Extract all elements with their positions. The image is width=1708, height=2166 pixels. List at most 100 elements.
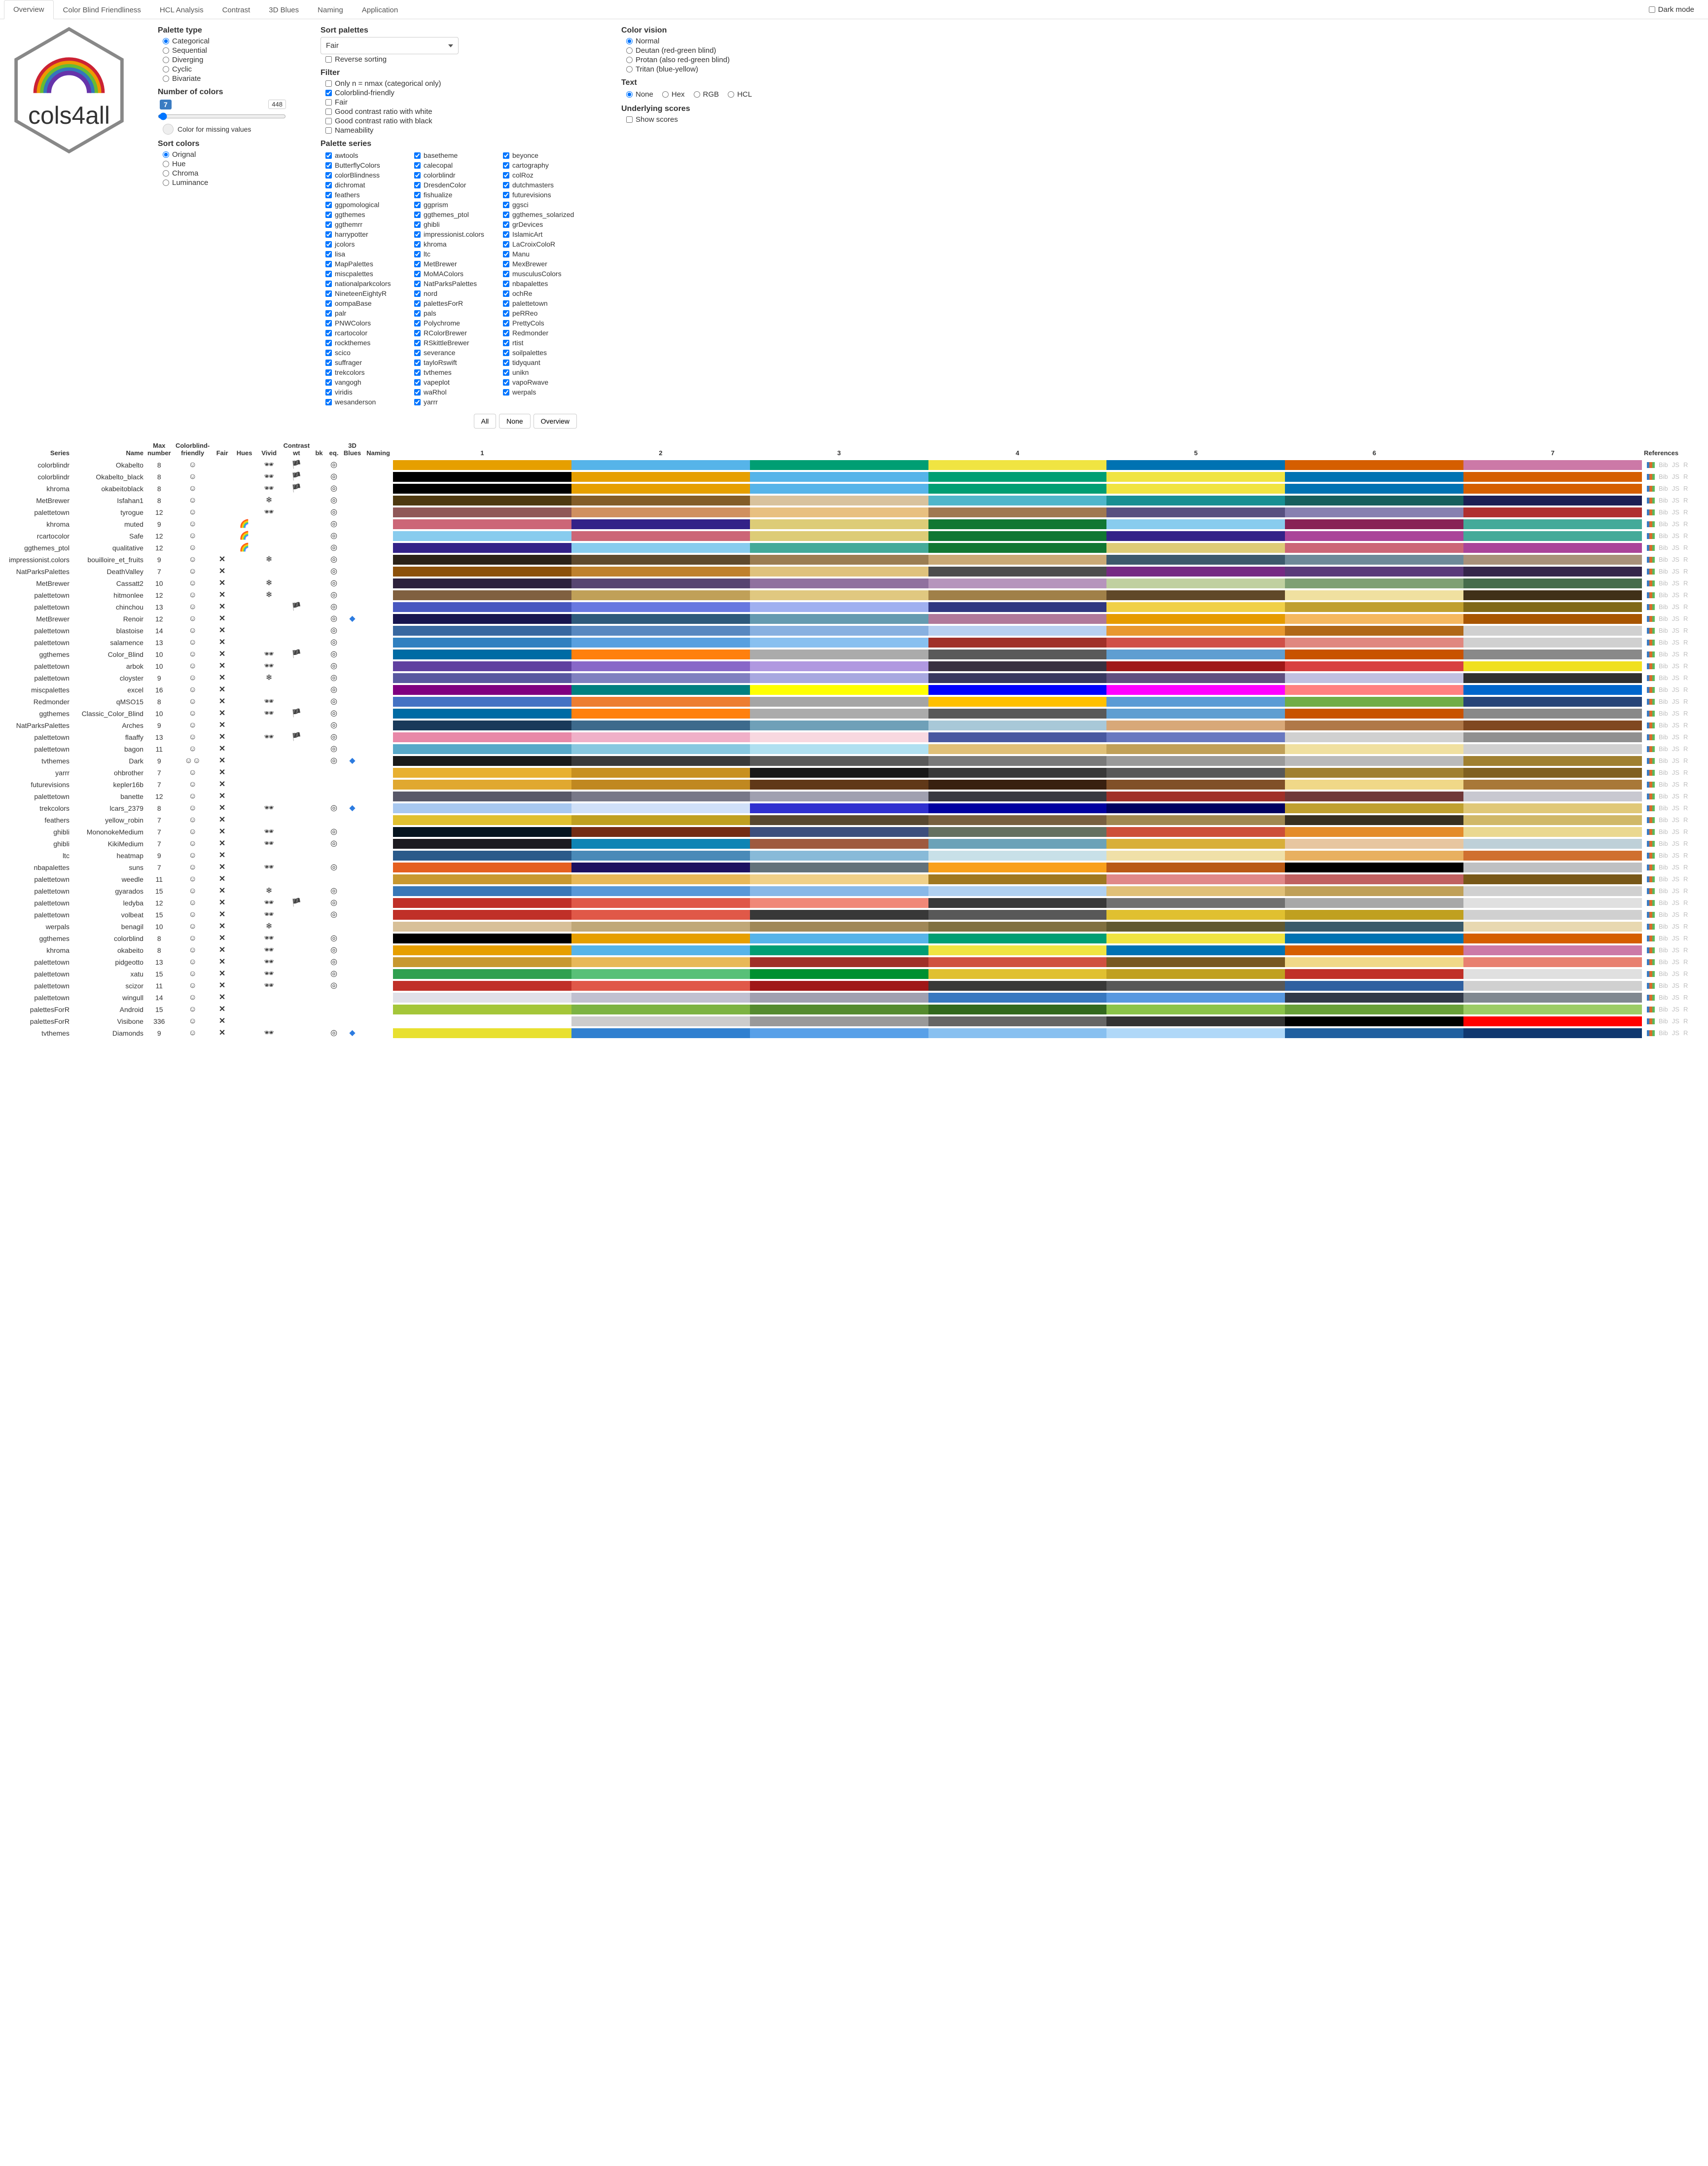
ref-link-r[interactable]: R <box>1683 887 1688 895</box>
swatch-cell[interactable] <box>1285 625 1463 637</box>
swatch-cell[interactable] <box>1106 542 1285 554</box>
swatch-cell[interactable] <box>1285 554 1463 566</box>
swatch-cell[interactable] <box>1463 731 1642 743</box>
swatch-cell[interactable] <box>1463 921 1642 933</box>
swatch-cell[interactable] <box>571 1027 750 1039</box>
ref-palette-icon[interactable] <box>1647 865 1655 870</box>
table-row[interactable]: palettetownbagon11☺✕◎BibJSR <box>7 743 1701 755</box>
swatch-cell[interactable] <box>1285 589 1463 601</box>
ref-link-js[interactable]: JS <box>1672 674 1679 682</box>
swatch-cell[interactable] <box>1285 720 1463 731</box>
series-checkbox[interactable] <box>503 241 509 248</box>
swatch-cell[interactable] <box>1106 696 1285 708</box>
swatch-cell[interactable] <box>393 601 571 613</box>
series-checkbox[interactable] <box>414 399 421 405</box>
ref-link-bib[interactable]: Bib <box>1659 1006 1668 1013</box>
missing-swatch-icon[interactable] <box>163 124 174 135</box>
swatch-cell[interactable] <box>571 838 750 850</box>
swatch-cell[interactable] <box>928 980 1107 992</box>
reverse-sort-check[interactable]: Reverse sorting <box>325 55 597 64</box>
swatch-cell[interactable] <box>750 601 928 613</box>
swatch-cell[interactable] <box>928 862 1107 873</box>
ref-palette-icon[interactable] <box>1647 746 1655 752</box>
swatch-cell[interactable] <box>571 885 750 897</box>
table-row[interactable]: tvthemesDiamonds9☺✕🕶◎◆BibJSR <box>7 1027 1701 1039</box>
series-natparkspalettes[interactable]: NatParksPalettes <box>414 280 498 288</box>
ref-link-js[interactable]: JS <box>1672 875 1679 883</box>
show-scores-check[interactable]: Show scores <box>626 115 769 124</box>
swatch-cell[interactable] <box>928 826 1107 838</box>
ref-palette-icon[interactable] <box>1647 616 1655 622</box>
ref-link-r[interactable]: R <box>1683 994 1688 1001</box>
ref-link-bib[interactable]: Bib <box>1659 508 1668 516</box>
swatch-cell[interactable] <box>1285 802 1463 814</box>
swatch-cell[interactable] <box>1106 518 1285 530</box>
swatch-cell[interactable] <box>750 542 928 554</box>
swatch-cell[interactable] <box>1463 483 1642 495</box>
series-tidyquant[interactable]: tidyquant <box>503 359 587 366</box>
swatch-cell[interactable] <box>1463 530 1642 542</box>
ref-link-bib[interactable]: Bib <box>1659 946 1668 954</box>
swatch-cell[interactable] <box>1285 767 1463 779</box>
series-checkbox[interactable] <box>503 212 509 218</box>
palette-type-radio[interactable] <box>163 57 169 63</box>
series-prettycols[interactable]: PrettyCols <box>503 319 587 327</box>
ref-link-r[interactable]: R <box>1683 970 1688 977</box>
palette-type-radio[interactable] <box>163 66 169 72</box>
table-row[interactable]: palettetownhitmonlee12☺✕❄◎BibJSR <box>7 589 1701 601</box>
swatch-cell[interactable] <box>1285 814 1463 826</box>
swatch-cell[interactable] <box>571 530 750 542</box>
sort-palettes-select[interactable]: Fair <box>320 37 459 54</box>
filter-checkbox[interactable] <box>325 80 332 87</box>
ref-link-r[interactable]: R <box>1683 603 1688 611</box>
ref-link-js[interactable]: JS <box>1672 958 1679 966</box>
table-row[interactable]: feathersyellow_robin7☺✕BibJSR <box>7 814 1701 826</box>
swatch-cell[interactable] <box>393 696 571 708</box>
table-row[interactable]: trekcolorslcars_23798☺✕🕶◎◆BibJSR <box>7 802 1701 814</box>
series-checkbox[interactable] <box>414 241 421 248</box>
table-row[interactable]: palettetowngyarados15☺✕❄◎BibJSR <box>7 885 1701 897</box>
swatch-cell[interactable] <box>1285 637 1463 649</box>
swatch-cell[interactable] <box>750 483 928 495</box>
series-checkbox[interactable] <box>325 310 332 317</box>
ref-link-r[interactable]: R <box>1683 745 1688 753</box>
swatch-cell[interactable] <box>1463 992 1642 1004</box>
swatch-cell[interactable] <box>571 1004 750 1015</box>
ref-link-bib[interactable]: Bib <box>1659 733 1668 741</box>
series-checkbox[interactable] <box>325 320 332 326</box>
swatch-cell[interactable] <box>1285 873 1463 885</box>
ref-link-js[interactable]: JS <box>1672 591 1679 599</box>
series-checkbox[interactable] <box>325 399 332 405</box>
swatch-cell[interactable] <box>571 483 750 495</box>
ref-link-js[interactable]: JS <box>1672 544 1679 551</box>
series-checkbox[interactable] <box>414 261 421 267</box>
swatch-cell[interactable] <box>928 909 1107 921</box>
ref-link-bib[interactable]: Bib <box>1659 722 1668 729</box>
swatch-cell[interactable] <box>1285 601 1463 613</box>
ref-link-r[interactable]: R <box>1683 710 1688 717</box>
swatch-cell[interactable] <box>1106 968 1285 980</box>
swatch-cell[interactable] <box>571 909 750 921</box>
swatch-cell[interactable] <box>1463 506 1642 518</box>
ref-link-r[interactable]: R <box>1683 864 1688 871</box>
ref-link-js[interactable]: JS <box>1672 899 1679 906</box>
swatch-cell[interactable] <box>571 897 750 909</box>
series-viridis[interactable]: viridis <box>325 388 409 396</box>
color-vision-normal[interactable]: Normal <box>626 37 769 45</box>
series-checkbox[interactable] <box>414 271 421 277</box>
swatch-cell[interactable] <box>928 708 1107 720</box>
table-row[interactable]: palettetowntyrogue12☺🕶◎BibJSR <box>7 506 1701 518</box>
series-checkbox[interactable] <box>325 202 332 208</box>
swatch-cell[interactable] <box>750 637 928 649</box>
text-mode-radio[interactable] <box>694 91 700 98</box>
swatch-cell[interactable] <box>1106 755 1285 767</box>
swatch-cell[interactable] <box>1285 862 1463 873</box>
ref-link-r[interactable]: R <box>1683 982 1688 989</box>
swatch-cell[interactable] <box>1463 637 1642 649</box>
table-row[interactable]: palettetownscizor11☺✕🕶◎BibJSR <box>7 980 1701 992</box>
series-soilpalettes[interactable]: soilpalettes <box>503 349 587 357</box>
ref-palette-icon[interactable] <box>1647 947 1655 953</box>
ref-link-js[interactable]: JS <box>1672 639 1679 646</box>
series-pnwcolors[interactable]: PNWColors <box>325 319 409 327</box>
swatch-cell[interactable] <box>1106 802 1285 814</box>
